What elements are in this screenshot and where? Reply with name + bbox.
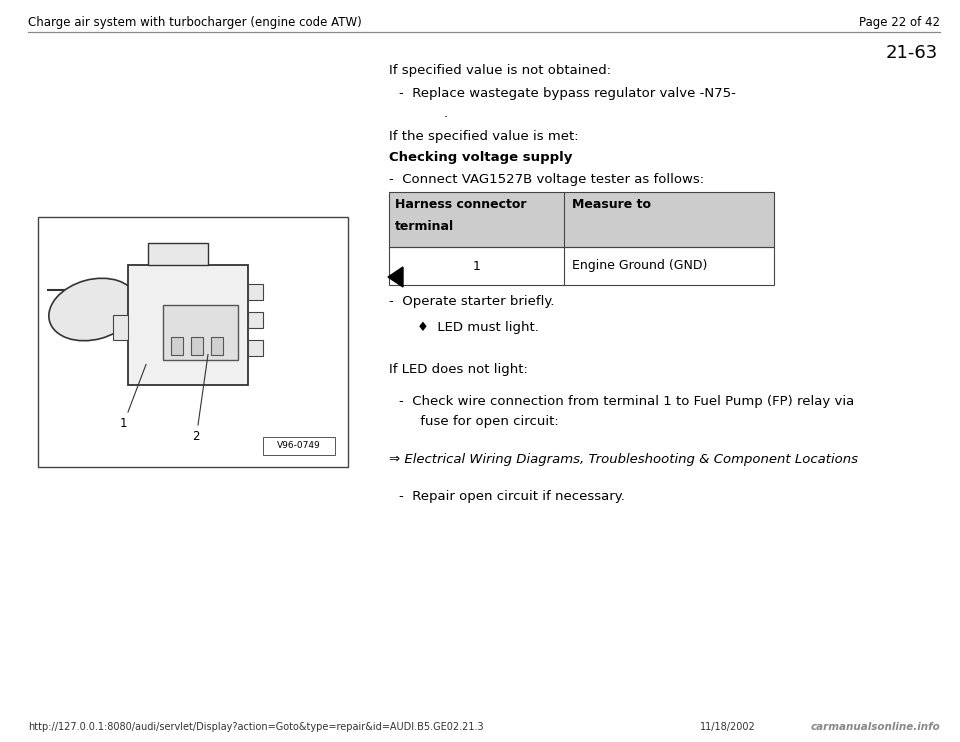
Bar — [263, 437, 335, 455]
Text: 1: 1 — [472, 260, 480, 272]
Text: terminal: terminal — [395, 220, 454, 233]
Text: 21-63: 21-63 — [886, 44, 938, 62]
Text: Charge air system with turbocharger (engine code ATW): Charge air system with turbocharger (eng… — [28, 16, 362, 29]
Text: -  Operate starter briefly.: - Operate starter briefly. — [389, 295, 554, 308]
Text: -  Repair open circuit if necessary.: - Repair open circuit if necessary. — [398, 490, 625, 503]
Bar — [248, 340, 263, 355]
Bar — [389, 247, 774, 285]
Bar — [389, 192, 774, 247]
Bar — [211, 337, 223, 355]
Text: carmanualsonline.info: carmanualsonline.info — [810, 722, 940, 732]
Text: Engine Ground (GND): Engine Ground (GND) — [572, 260, 708, 272]
Text: http://127.0.0.1:8080/audi/servlet/Display?action=Goto&type=repair&id=AUDI.B5.GE: http://127.0.0.1:8080/audi/servlet/Displ… — [28, 722, 484, 732]
Text: ⇒ Electrical Wiring Diagrams, Troubleshooting & Component Locations: ⇒ Electrical Wiring Diagrams, Troublesho… — [389, 453, 858, 466]
Text: 11/18/2002: 11/18/2002 — [700, 722, 756, 732]
Text: -  Connect VAG1527B voltage tester as follows:: - Connect VAG1527B voltage tester as fol… — [389, 173, 704, 186]
Polygon shape — [128, 264, 248, 384]
Text: If specified value is not obtained:: If specified value is not obtained: — [389, 64, 611, 77]
Bar — [113, 315, 128, 340]
Bar — [248, 312, 263, 327]
Text: ♦  LED must light.: ♦ LED must light. — [417, 321, 539, 334]
Text: -  Check wire connection from terminal 1 to Fuel Pump (FP) relay via: - Check wire connection from terminal 1 … — [398, 395, 854, 408]
Text: If LED does not light:: If LED does not light: — [389, 363, 528, 376]
Text: Page 22 of 42: Page 22 of 42 — [859, 16, 940, 29]
Text: fuse for open circuit:: fuse for open circuit: — [398, 415, 559, 428]
Ellipse shape — [49, 278, 137, 341]
Polygon shape — [388, 267, 403, 287]
Bar — [389, 192, 774, 247]
Text: Harness connector: Harness connector — [395, 198, 526, 211]
Bar — [171, 337, 183, 355]
Text: If the specified value is met:: If the specified value is met: — [389, 130, 579, 143]
Bar — [163, 304, 238, 360]
Text: Measure to: Measure to — [572, 198, 651, 211]
Text: -  Replace wastegate bypass regulator valve -N75-: - Replace wastegate bypass regulator val… — [398, 87, 735, 100]
Text: 1: 1 — [119, 417, 127, 430]
Bar — [191, 337, 203, 355]
Text: 2: 2 — [192, 430, 200, 443]
Bar — [38, 217, 348, 467]
Bar — [148, 243, 208, 264]
Text: .: . — [444, 107, 448, 120]
Bar — [248, 283, 263, 300]
Text: Checking voltage supply: Checking voltage supply — [389, 151, 572, 164]
Text: V96-0749: V96-0749 — [277, 441, 321, 450]
